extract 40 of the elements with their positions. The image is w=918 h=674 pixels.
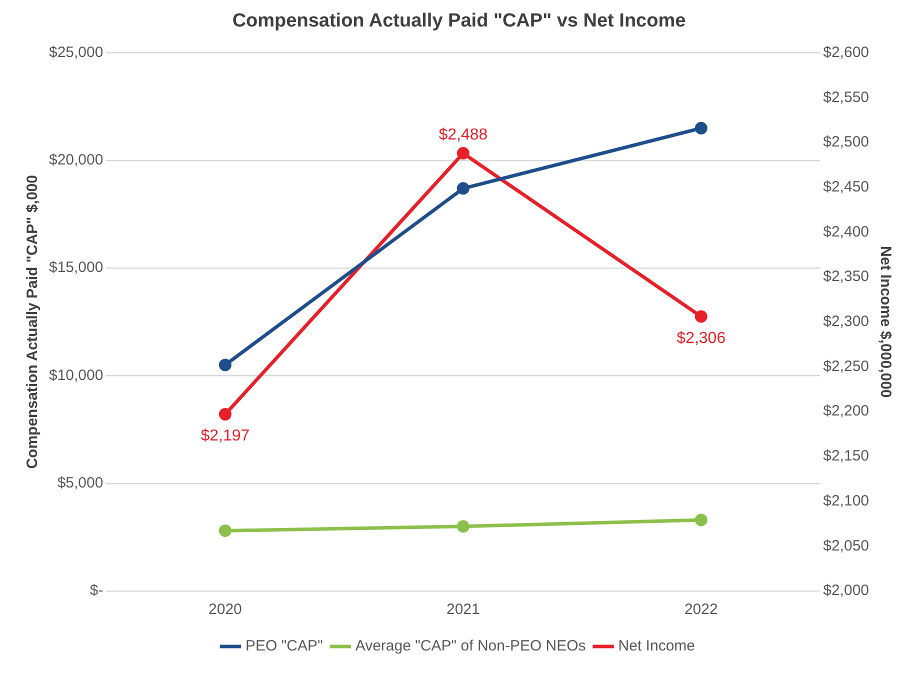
y2-tick-label: $2,200 xyxy=(823,402,870,420)
y2-tick-label: $2,400 xyxy=(823,223,870,240)
legend-label: Net Income xyxy=(618,638,696,655)
y2-tick-label: $2,150 xyxy=(823,448,870,465)
y2-tick-label: $2,350 xyxy=(823,268,870,286)
y2-tick-label: $2,100 xyxy=(823,492,870,510)
y-tick-label: $10,000 xyxy=(48,366,104,384)
legend-label: Average "CAP" of Non-PEO NEOs xyxy=(355,638,586,655)
point xyxy=(218,524,232,537)
point xyxy=(456,182,470,195)
y-axis-title: Compensation Actually Paid "CAP" $,000 xyxy=(24,175,42,469)
y2-tick-label: $2,550 xyxy=(823,88,870,106)
data-label: $2,197 xyxy=(200,428,250,445)
y-tick-label: $20,000 xyxy=(48,152,104,169)
point xyxy=(694,514,708,526)
x-tick-label: 2020 xyxy=(208,601,242,618)
chart-title: Compensation Actually Paid "CAP" vs Net Income xyxy=(232,10,686,32)
data-label: $2,306 xyxy=(676,330,726,347)
y2-tick-label: $2,050 xyxy=(823,537,870,554)
y-tick-label: $15,000 xyxy=(48,259,104,276)
y2-tick-label: $2,450 xyxy=(823,178,870,196)
point xyxy=(694,122,708,134)
point xyxy=(456,147,470,160)
y2-axis-title: Net Income $,000,000 xyxy=(876,246,894,398)
x-tick-label: 2021 xyxy=(446,601,480,618)
y-tick-label: $25,000 xyxy=(48,44,104,61)
y2-tick-label: $2,500 xyxy=(823,134,870,151)
x-tick-label: 2022 xyxy=(684,601,718,618)
legend-label: PEO "CAP" xyxy=(246,638,323,655)
point xyxy=(218,358,232,372)
y-tick-label: $5,000 xyxy=(57,474,104,492)
y2-tick-label: $2,300 xyxy=(823,313,870,330)
y2-tick-label: $2,600 xyxy=(823,44,870,61)
point xyxy=(218,408,232,421)
point xyxy=(456,520,470,533)
y2-tick-label: $2,250 xyxy=(823,358,870,375)
y-tick-label: $- xyxy=(90,582,104,600)
point xyxy=(694,310,708,323)
data-label: $2,488 xyxy=(438,126,488,144)
y2-tick-label: $2,000 xyxy=(823,582,870,600)
